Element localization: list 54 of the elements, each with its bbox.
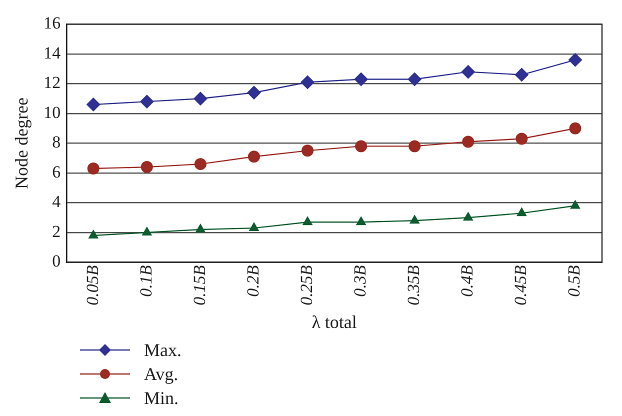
y-tick-label: 0 [52,252,61,271]
point [516,207,527,216]
x-tick-label: 0.5B [564,264,584,297]
x-tick-label: 0.45B [511,264,530,306]
point [409,214,420,224]
y-tick-label: 16 [44,14,61,33]
point [569,122,582,134]
point [462,212,474,221]
point [302,216,313,226]
point [142,226,152,236]
point [87,162,100,175]
x-tick-label: 0.3B [350,264,370,297]
x-tick-label: 0.4B [458,264,477,297]
point [88,229,99,238]
point [140,161,153,174]
y-tick-label: 2 [52,222,61,241]
x-tick-label: 0.1B [136,264,156,297]
point [514,68,529,82]
x-axis-title: λ total [312,312,357,332]
point [246,86,261,100]
point [408,140,421,152]
point [302,144,314,157]
point [356,216,366,226]
legend-label: Max. [144,340,182,360]
point [300,75,315,90]
point [354,72,368,86]
point [194,158,206,170]
point [355,140,368,152]
y-axis-title: Node degree [12,98,32,189]
point [193,92,208,106]
y-tick-label: 4 [52,192,62,212]
point [568,52,582,67]
point [86,98,100,112]
y-tick-label: 6 [52,162,61,182]
point [461,64,476,79]
point [140,94,154,109]
point [248,150,260,163]
y-tick-label: 10 [44,102,61,122]
point [408,72,422,86]
point [462,136,474,148]
x-tick-label: 0.35B [404,264,424,306]
y-tick-label: 14 [44,43,62,62]
point [516,132,528,145]
y-tick-label: 8 [52,132,61,152]
legend-label: Avg. [144,364,178,384]
point [570,200,580,209]
x-tick-label: 0.2B [243,264,262,297]
legend-label: Min. [144,388,179,408]
x-tick-label: 0.15B [190,264,209,306]
point [248,222,260,232]
x-tick-label: 0.25B [297,264,316,306]
y-tick-label: 12 [44,73,61,92]
x-tick-label: 0.05B [82,264,102,306]
point [195,224,206,233]
